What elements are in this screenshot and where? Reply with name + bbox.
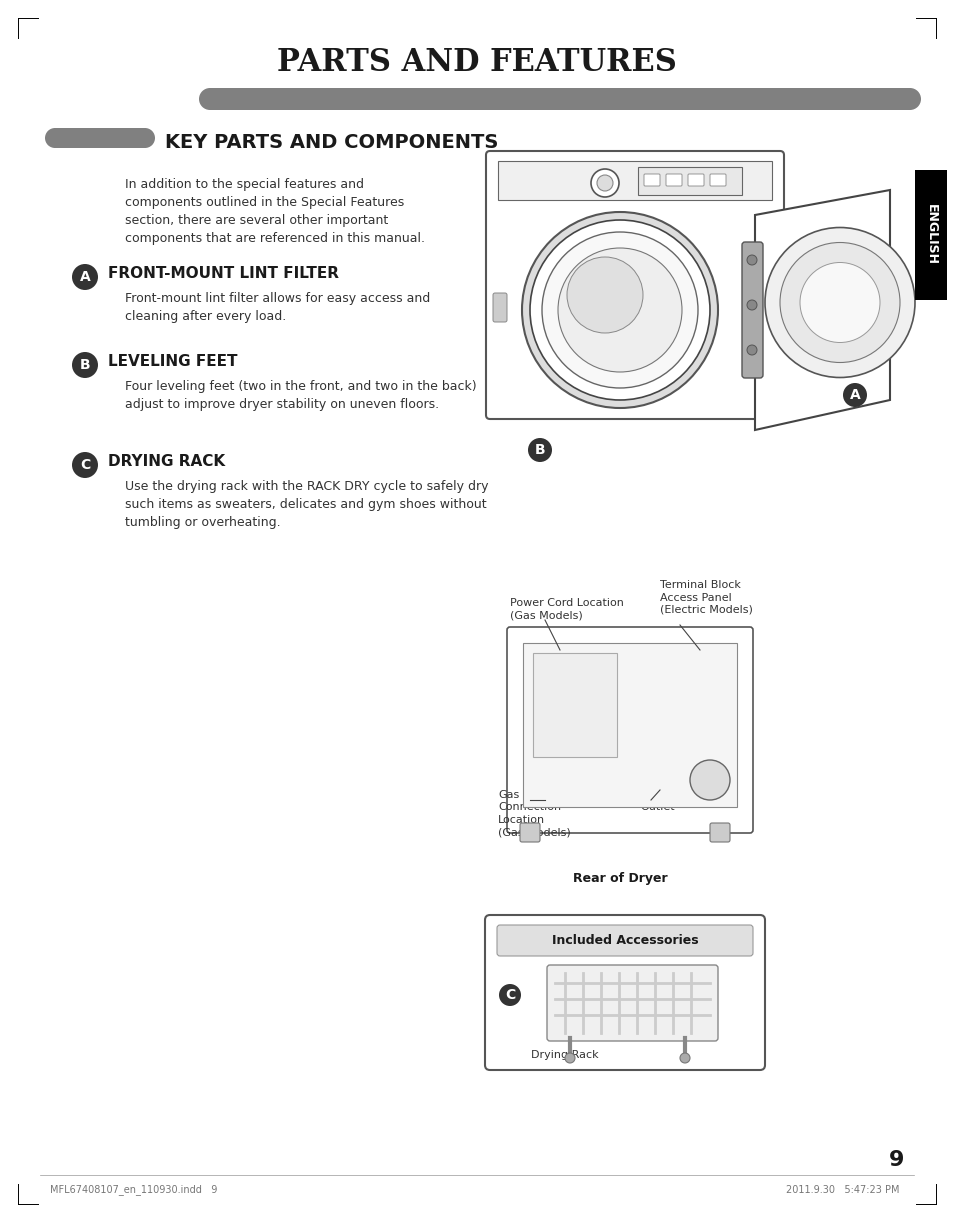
Ellipse shape [135,128,154,148]
FancyBboxPatch shape [493,293,506,323]
Text: ENGLISH: ENGLISH [923,204,937,265]
Text: Included Accessories: Included Accessories [551,935,698,947]
Circle shape [71,264,98,290]
Circle shape [498,984,520,1006]
FancyBboxPatch shape [210,88,909,110]
Text: PARTS AND FEATURES: PARTS AND FEATURES [276,46,677,78]
Text: Front-mount lint filter allows for easy access and
cleaning after every load.: Front-mount lint filter allows for easy … [125,292,430,323]
FancyBboxPatch shape [638,167,741,196]
Polygon shape [754,189,889,430]
Text: Four leveling feet (two in the front, and two in the back)
adjust to improve dry: Four leveling feet (two in the front, an… [125,380,476,411]
FancyBboxPatch shape [687,174,703,186]
Circle shape [746,255,757,265]
FancyBboxPatch shape [643,174,659,186]
FancyBboxPatch shape [914,170,946,299]
Circle shape [541,232,698,389]
Text: LEVELING FEET: LEVELING FEET [108,353,237,369]
Text: B: B [534,444,545,457]
FancyBboxPatch shape [665,174,681,186]
Circle shape [800,263,879,342]
FancyBboxPatch shape [497,925,752,956]
Circle shape [689,760,729,800]
FancyBboxPatch shape [533,653,617,756]
Circle shape [590,169,618,197]
Text: B: B [80,358,91,371]
FancyBboxPatch shape [484,915,764,1070]
Text: KEY PARTS AND COMPONENTS: KEY PARTS AND COMPONENTS [165,133,497,153]
FancyBboxPatch shape [709,174,725,186]
Circle shape [597,175,613,191]
Text: Terminal Block
Access Panel
(Electric Models): Terminal Block Access Panel (Electric Mo… [659,580,752,615]
Text: 2011.9.30   5:47:23 PM: 2011.9.30 5:47:23 PM [785,1185,899,1195]
FancyBboxPatch shape [506,627,752,833]
FancyBboxPatch shape [485,152,783,419]
FancyBboxPatch shape [546,965,718,1041]
Circle shape [71,452,98,478]
Text: Gas
Connection
Location
(Gas Models): Gas Connection Location (Gas Models) [497,789,570,837]
Text: FRONT-MOUNT LINT FILTER: FRONT-MOUNT LINT FILTER [108,265,338,281]
Text: Drying Rack: Drying Rack [531,1050,598,1059]
Circle shape [71,352,98,378]
Text: Rear of Dryer: Rear of Dryer [572,873,666,885]
Text: Exhaust Duct
Outlet: Exhaust Duct Outlet [639,789,714,813]
Circle shape [530,220,709,400]
Circle shape [780,242,899,363]
Circle shape [566,257,642,334]
Circle shape [679,1053,689,1063]
FancyBboxPatch shape [741,242,762,378]
Text: A: A [849,389,860,402]
Text: 9: 9 [888,1150,903,1169]
Circle shape [746,299,757,310]
Text: C: C [504,989,515,1002]
Circle shape [764,227,914,378]
Circle shape [521,211,718,408]
Text: MFL67408107_en_110930.indd   9: MFL67408107_en_110930.indd 9 [50,1184,217,1195]
Circle shape [564,1053,575,1063]
FancyBboxPatch shape [497,161,771,200]
Ellipse shape [898,88,920,110]
FancyBboxPatch shape [522,643,737,807]
Ellipse shape [199,88,221,110]
Text: Power Cord Location
(Gas Models): Power Cord Location (Gas Models) [510,598,623,620]
Text: Use the drying rack with the RACK DRY cycle to safely dry
such items as sweaters: Use the drying rack with the RACK DRY cy… [125,480,488,529]
Text: A: A [79,270,91,284]
FancyBboxPatch shape [519,822,539,842]
Text: C: C [80,458,90,472]
FancyBboxPatch shape [709,822,729,842]
Text: In addition to the special features and
components outlined in the Special Featu: In addition to the special features and … [125,178,424,244]
FancyBboxPatch shape [55,128,145,148]
Ellipse shape [45,128,65,148]
Circle shape [527,437,552,462]
Circle shape [746,345,757,356]
Circle shape [842,382,866,407]
Text: DRYING RACK: DRYING RACK [108,453,225,468]
Circle shape [558,248,681,371]
